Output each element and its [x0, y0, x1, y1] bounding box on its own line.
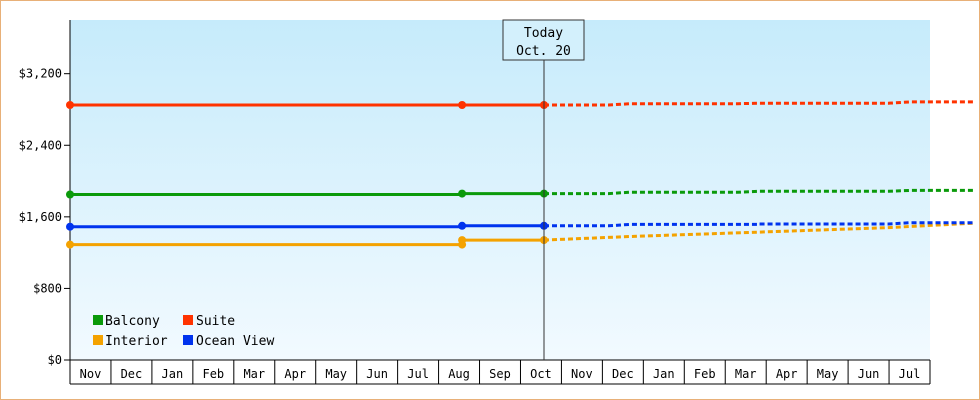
y-tick-label: $3,200 — [19, 67, 62, 81]
x-tick-label: Feb — [202, 367, 224, 381]
x-tick-label: Nov — [571, 367, 593, 381]
today-marker: Today Oct. 20 — [502, 19, 585, 360]
series-forecast-interior — [543, 221, 975, 242]
legend-label-ocean-view: Ocean View — [196, 334, 274, 349]
x-tick-label: Dec — [121, 367, 143, 381]
legend-label-interior: Interior — [105, 334, 168, 349]
x-tick-label: Nov — [80, 367, 102, 381]
x-tick-label: Mar — [243, 367, 265, 381]
series-line-ocean-view — [70, 224, 544, 229]
series-forecast-suite — [544, 100, 975, 107]
data-point-ocean-view — [66, 222, 74, 231]
legend-label-balcony: Balcony — [105, 314, 160, 329]
y-tick-label: $1,600 — [19, 210, 62, 224]
x-axis: Nov Dec Jan Feb Mar Apr May Jun Jul Aug Sep Oct Nov D… — [69, 359, 931, 385]
x-tick-label: Aug — [448, 367, 470, 381]
x-tick-label: Feb — [694, 367, 716, 381]
legend-swatch-ocean-view — [183, 335, 193, 345]
x-tick-label: Jun — [366, 367, 388, 381]
series-line-balcony — [70, 192, 544, 196]
x-tick-label: May — [817, 367, 839, 381]
today-label-line1: Today — [524, 26, 563, 41]
legend-label-suite: Suite — [196, 314, 235, 329]
data-point-interior — [66, 240, 74, 249]
legend-swatch-balcony — [93, 315, 103, 325]
y-axis: $0 $800 $1,600 $2,400 $3,200 — [19, 20, 71, 367]
x-tick-label: Sep — [489, 367, 511, 381]
x-tick-label: Mar — [735, 367, 757, 381]
x-tick-label: Apr — [284, 367, 306, 381]
y-tick-label: $800 — [33, 281, 62, 295]
y-tick-label: $2,400 — [19, 138, 62, 152]
x-tick-label: Jan — [653, 367, 675, 381]
legend-swatch-suite — [183, 315, 193, 325]
x-tick-label: Apr — [776, 367, 798, 381]
series-lines — [66, 100, 975, 249]
today-box — [502, 19, 585, 61]
x-tick-label: May — [325, 367, 347, 381]
y-tick-label: $0 — [48, 353, 62, 367]
series-forecast-ocean-view — [544, 221, 975, 228]
x-tick-label: Jun — [858, 367, 880, 381]
x-tick-label: Dec — [612, 367, 634, 381]
data-point-suite — [66, 101, 74, 109]
data-point-balcony — [66, 190, 74, 199]
legend: Balcony Suite Interior Ocean View — [93, 314, 274, 349]
x-tick-label: Oct — [530, 367, 552, 381]
series-forecast-balcony — [544, 188, 975, 196]
today-label-line2: Oct. 20 — [516, 44, 571, 59]
data-point-ocean-view — [458, 221, 467, 230]
x-tick-label: Jan — [162, 367, 184, 381]
legend-swatch-interior — [93, 335, 103, 345]
x-tick-label: Jul — [899, 367, 921, 381]
data-point-suite — [458, 101, 467, 109]
x-tick-label: Jul — [407, 367, 429, 381]
data-point-balcony — [458, 189, 467, 198]
data-point-interior — [458, 236, 467, 245]
